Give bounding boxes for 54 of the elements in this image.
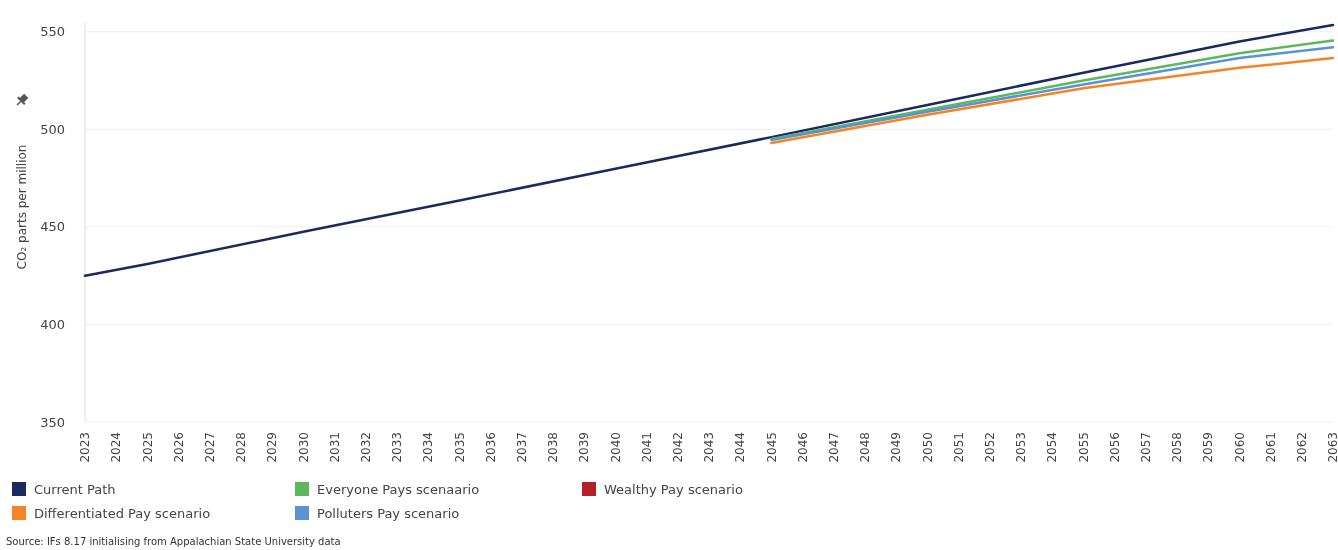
x-tick-label: 2057	[1139, 432, 1153, 463]
x-tick-label: 2055	[1076, 432, 1091, 463]
x-tick-label: 2039	[577, 432, 592, 463]
y-tick-label: 450	[40, 219, 65, 235]
y-tick-label: 400	[40, 316, 65, 332]
x-tick-label: 2063	[1326, 432, 1338, 463]
x-tick-label: 2024	[109, 432, 124, 463]
x-tick-label: 2054	[1045, 432, 1060, 463]
legend-label: Everyone Pays scenaario	[317, 481, 480, 497]
x-tick-label: 2029	[265, 432, 280, 463]
source-note: Source: IFs 8.17 initialising from Appalachian State University data	[6, 536, 341, 547]
x-tick-label: 2060	[1232, 432, 1247, 463]
x-tick-label: 2035	[452, 432, 467, 463]
x-tick-label: 2048	[858, 432, 873, 463]
x-tick-label: 2040	[608, 432, 623, 463]
y-tick-label: 350	[40, 414, 65, 430]
x-tick-label: 2046	[795, 432, 810, 463]
x-tick-label: 2043	[702, 432, 717, 463]
line-series	[83, 23, 1335, 277]
x-tick-label: 2025	[140, 432, 155, 463]
x-tick-label: 2027	[203, 432, 217, 463]
x-tick-label: 2033	[390, 432, 405, 463]
x-tick-label: 2036	[483, 432, 498, 463]
x-tick-label: 2038	[546, 432, 561, 463]
x-tick-label: 2041	[639, 432, 654, 463]
x-tick-label: 2028	[234, 432, 249, 463]
x-tick-label: 2030	[296, 432, 311, 463]
x-tick-label: 2059	[1201, 432, 1216, 463]
x-tick-label: 2047	[827, 432, 841, 463]
x-tick-label: 2044	[733, 432, 748, 463]
x-tick-label: 2062	[1295, 432, 1309, 463]
x-tick-label: 2052	[983, 432, 997, 463]
x-tick-label: 2050	[920, 432, 935, 463]
x-tick-label: 2056	[1107, 432, 1122, 463]
x-tick-label: 2053	[1014, 432, 1029, 463]
x-tick-label: 2023	[78, 432, 93, 463]
y-axis-title: CO₂ parts per million	[15, 144, 29, 270]
x-tick-label: 2026	[171, 432, 186, 463]
x-tick-label: 2061	[1263, 432, 1278, 463]
x-tick-label: 2049	[889, 432, 904, 463]
legend-label: Polluters Pay scenario	[317, 505, 460, 521]
y-tick-label: 550	[40, 24, 65, 40]
x-tick-label: 2045	[764, 432, 779, 463]
x-tick-label: 2034	[421, 432, 436, 463]
legend-label: Wealthy Pay scenario	[604, 481, 743, 497]
x-tick-label: 2042	[671, 432, 685, 463]
legend-label: Differentiated Pay scenario	[34, 505, 211, 521]
x-tick-label: 2031	[327, 432, 342, 463]
y-tick-label: 500	[40, 121, 65, 137]
x-tick-label: 2032	[359, 432, 373, 463]
x-tick-label: 2037	[515, 432, 529, 463]
legend-label: Current Path	[34, 481, 116, 497]
x-tick-label: 2058	[1170, 432, 1185, 463]
x-tick-label: 2051	[951, 432, 966, 463]
